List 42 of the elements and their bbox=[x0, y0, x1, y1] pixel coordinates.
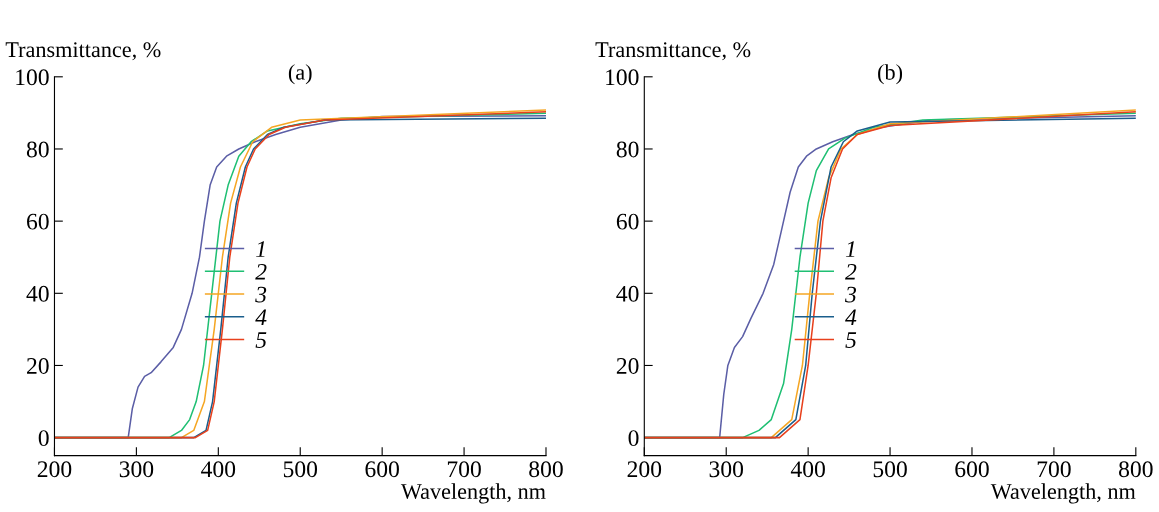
y-tick-label: 60 bbox=[27, 213, 49, 230]
x-tick-label: 800 bbox=[529, 461, 563, 478]
x-tick-label: 800 bbox=[1119, 461, 1153, 478]
x-tick-label: 400 bbox=[790, 461, 825, 478]
x-tick-label: 600 bbox=[955, 461, 989, 478]
y-tick-label: 60 bbox=[616, 213, 639, 230]
legend-label: 3 bbox=[255, 286, 267, 303]
y-tick-label: 80 bbox=[616, 141, 639, 158]
y-axis-title: Transmittance, % bbox=[595, 42, 751, 61]
x-tick-label: 700 bbox=[1037, 461, 1071, 478]
legend-label: 5 bbox=[845, 332, 857, 349]
legend-label: 2 bbox=[255, 263, 267, 280]
chart-title: (b) bbox=[878, 64, 903, 85]
legend-label: 4 bbox=[845, 309, 857, 326]
legend-label: 3 bbox=[845, 286, 857, 303]
legend-label: 2 bbox=[845, 263, 857, 280]
x-tick-label: 300 bbox=[119, 461, 154, 478]
legend-label: 1 bbox=[845, 241, 855, 257]
legend-label: 1 bbox=[256, 241, 265, 257]
x-tick-label: 500 bbox=[283, 461, 318, 478]
x-tick-label: 300 bbox=[709, 461, 744, 478]
x-tick-label: 200 bbox=[37, 461, 72, 478]
y-tick-label: 40 bbox=[616, 285, 639, 302]
y-tick-label: 20 bbox=[27, 357, 49, 374]
y-tick-label: 100 bbox=[606, 69, 639, 86]
x-tick-label: 600 bbox=[365, 461, 399, 478]
y-tick-label: 80 bbox=[26, 141, 49, 158]
legend-label: 5 bbox=[255, 332, 267, 349]
y-tick-label: 40 bbox=[26, 285, 49, 302]
y-tick-label: 0 bbox=[628, 430, 639, 447]
x-tick-label: 700 bbox=[447, 461, 481, 478]
x-tick-label: 400 bbox=[201, 461, 236, 478]
x-tick-label: 500 bbox=[873, 461, 907, 478]
legend-label: 4 bbox=[255, 309, 267, 326]
y-tick-label: 20 bbox=[616, 357, 639, 374]
x-tick-label: 200 bbox=[627, 461, 662, 478]
y-axis-title: Transmittance, % bbox=[5, 42, 161, 61]
x-axis-title: Wavelength, nm bbox=[400, 483, 546, 504]
x-axis-title: Wavelength, nm bbox=[990, 483, 1136, 504]
chart-title: (a) bbox=[288, 64, 312, 85]
y-tick-label: 100 bbox=[16, 69, 49, 86]
y-tick-label: 0 bbox=[38, 430, 49, 447]
